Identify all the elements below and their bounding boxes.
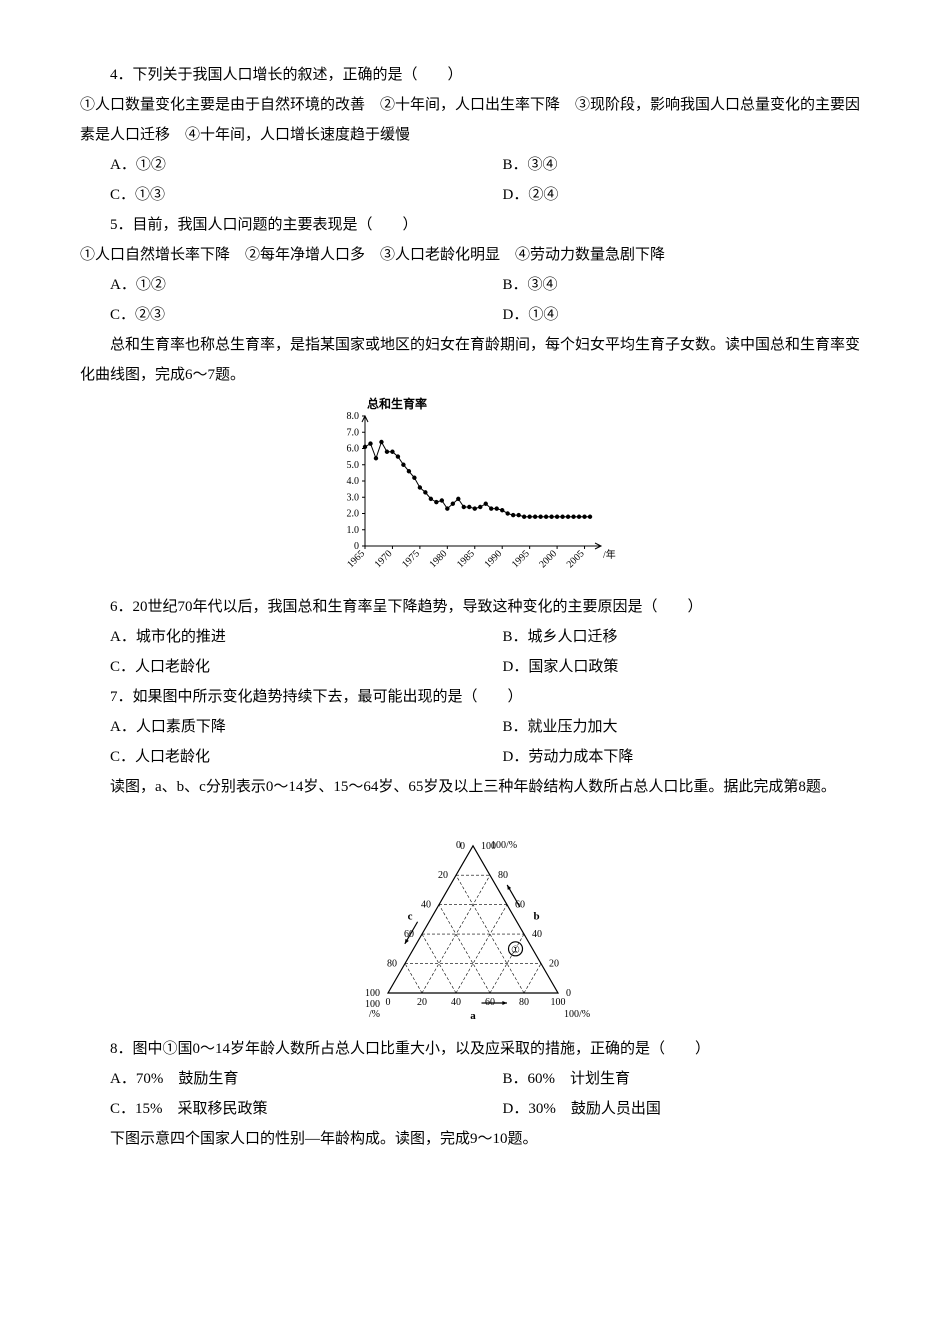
svg-text:/年: /年 — [603, 548, 616, 561]
svg-text:20: 20 — [549, 959, 559, 970]
svg-text:40: 40 — [451, 997, 461, 1008]
svg-text:1990: 1990 — [482, 548, 504, 570]
q4-statements: ①人口数量变化主要是由于自然环境的改善 ②十年间，人口出生率下降 ③现阶段，影响… — [80, 90, 865, 150]
svg-text:总和生育率: 总和生育率 — [367, 396, 427, 411]
svg-text:6.0: 6.0 — [346, 444, 359, 455]
q7-opt-b: B．就业压力加大 — [473, 712, 866, 742]
svg-text:20: 20 — [438, 870, 448, 881]
svg-text:40: 40 — [532, 929, 542, 940]
svg-text:100/%: 100/% — [365, 999, 380, 1020]
q4-opt-c: C．①③ — [80, 180, 473, 210]
svg-text:80: 80 — [519, 997, 529, 1008]
svg-text:2.0: 2.0 — [346, 509, 359, 520]
fertility-chart: 总和生育率8.07.06.05.04.03.02.01.001965197019… — [80, 396, 865, 590]
svg-text:0: 0 — [456, 840, 461, 851]
svg-text:1970: 1970 — [372, 548, 394, 570]
svg-text:3.0: 3.0 — [346, 492, 359, 503]
q5-options: A．①② B．③④ C．②③ D．①④ — [80, 270, 865, 330]
passage-9-10: 下图示意四个国家人口的性别—年龄构成。读图，完成9～10题。 — [80, 1124, 865, 1154]
q7-opt-d: D．劳动力成本下降 — [473, 742, 866, 772]
svg-text:1995: 1995 — [509, 548, 531, 570]
svg-text:5.0: 5.0 — [346, 460, 359, 471]
q6-stem: 6．20世纪70年代以后，我国总和生育率呈下降趋势，导致这种变化的主要原因是（ … — [80, 592, 865, 622]
triangle-chart: 020406080100020406080100020406080100100/… — [80, 808, 865, 1032]
q5-opt-c: C．②③ — [80, 300, 473, 330]
q5-stem: 5．目前，我国人口问题的主要表现是（ ） — [80, 210, 865, 240]
q6-options: A．城市化的推进 B．城乡人口迁移 C．人口老龄化 D．国家人口政策 — [80, 622, 865, 682]
q4-opt-d: D．②④ — [473, 180, 866, 210]
passage-6-7: 总和生育率也称总生育率，是指某国家或地区的妇女在育龄期间，每个妇女平均生育子女数… — [80, 330, 865, 390]
svg-text:8.0: 8.0 — [346, 411, 359, 422]
svg-text:b: b — [533, 910, 539, 922]
q8-stem: 8．图中①国0～14岁年龄人数所占总人口比重大小，以及应采取的措施，正确的是（ … — [80, 1034, 865, 1064]
q5-opt-d: D．①④ — [473, 300, 866, 330]
svg-text:1980: 1980 — [427, 548, 449, 570]
q8-options: A．70% 鼓励生育 B．60% 计划生育 C．15% 采取移民政策 D．30%… — [80, 1064, 865, 1124]
q6-opt-b: B．城乡人口迁移 — [473, 622, 866, 652]
svg-text:100/%: 100/% — [564, 1009, 590, 1020]
q6-opt-d: D．国家人口政策 — [473, 652, 866, 682]
svg-text:1.0: 1.0 — [346, 525, 359, 536]
svg-text:1985: 1985 — [454, 548, 476, 570]
svg-text:0: 0 — [566, 988, 571, 999]
q7-stem: 7．如果图中所示变化趋势持续下去，最可能出现的是（ ） — [80, 682, 865, 712]
svg-text:a: a — [470, 1010, 476, 1022]
q7-opt-a: A．人口素质下降 — [80, 712, 473, 742]
q4-opt-a: A．①② — [80, 150, 473, 180]
triangle-chart-svg: 020406080100020406080100020406080100100/… — [333, 808, 613, 1028]
q5-opt-a: A．①② — [80, 270, 473, 300]
q6-opt-c: C．人口老龄化 — [80, 652, 473, 682]
q8-opt-d: D．30% 鼓励人员出国 — [473, 1094, 866, 1124]
q7-options: A．人口素质下降 B．就业压力加大 C．人口老龄化 D．劳动力成本下降 — [80, 712, 865, 772]
q4-opt-b: B．③④ — [473, 150, 866, 180]
svg-text:4.0: 4.0 — [346, 476, 359, 487]
q6-opt-a: A．城市化的推进 — [80, 622, 473, 652]
svg-text:c: c — [407, 910, 412, 922]
svg-text:7.0: 7.0 — [346, 427, 359, 438]
svg-text:①: ① — [511, 945, 520, 956]
q8-opt-c: C．15% 采取移民政策 — [80, 1094, 473, 1124]
svg-text:100: 100 — [550, 997, 565, 1008]
svg-text:100/%: 100/% — [491, 840, 517, 851]
svg-text:40: 40 — [421, 900, 431, 911]
svg-text:2005: 2005 — [564, 548, 586, 570]
svg-text:0: 0 — [385, 997, 390, 1008]
svg-text:1975: 1975 — [400, 548, 422, 570]
svg-text:20: 20 — [417, 997, 427, 1008]
q4-stem: 4．下列关于我国人口增长的叙述，正确的是（ ） — [80, 60, 865, 90]
svg-text:100: 100 — [365, 988, 380, 999]
q4-options: A．①② B．③④ C．①③ D．②④ — [80, 150, 865, 210]
q7-opt-c: C．人口老龄化 — [80, 742, 473, 772]
q8-opt-a: A．70% 鼓励生育 — [80, 1064, 473, 1094]
svg-text:80: 80 — [387, 959, 397, 970]
passage-8: 读图，a、b、c分别表示0～14岁、15～64岁、65岁及以上三种年龄结构人数所… — [80, 772, 865, 802]
q5-statements: ①人口自然增长率下降 ②每年净增人口多 ③人口老龄化明显 ④劳动力数量急剧下降 — [80, 240, 865, 270]
svg-text:80: 80 — [498, 870, 508, 881]
q5-opt-b: B．③④ — [473, 270, 866, 300]
q8-opt-b: B．60% 计划生育 — [473, 1064, 866, 1094]
svg-text:2000: 2000 — [537, 548, 559, 570]
svg-text:1965: 1965 — [345, 548, 367, 570]
fertility-chart-svg: 总和生育率8.07.06.05.04.03.02.01.001965197019… — [323, 396, 623, 586]
